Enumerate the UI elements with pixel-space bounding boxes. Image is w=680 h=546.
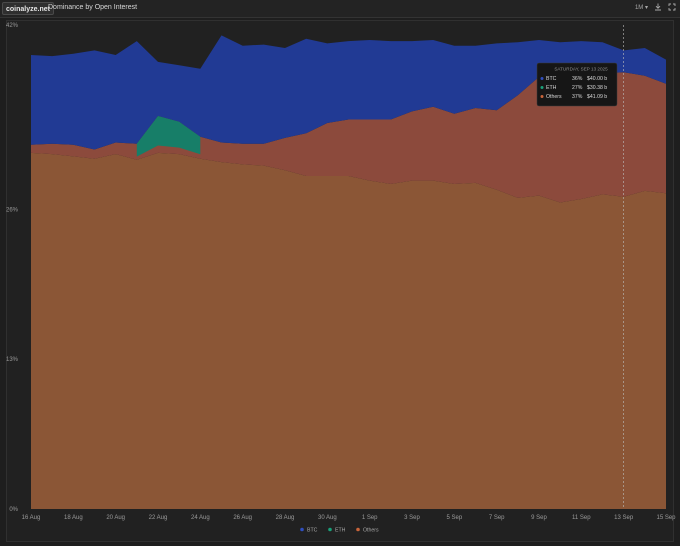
- site-logo[interactable]: coinalyze.net: [2, 2, 54, 15]
- tooltip-pct: 37%: [572, 94, 583, 100]
- chart-controls: 1M ▾: [635, 3, 676, 11]
- tooltip-series-name: ETH: [546, 85, 557, 91]
- range-label: 1M: [634, 4, 644, 11]
- chart-areas: [31, 35, 666, 509]
- x-tick-label: 18 Aug: [64, 515, 83, 521]
- area-eth-visible[interactable]: [136, 116, 201, 157]
- area-btc[interactable]: [31, 35, 666, 150]
- x-tick-label: 1 Sep: [362, 515, 378, 521]
- legend-dot: [356, 527, 360, 532]
- x-tick-label: 11 Sep: [572, 515, 591, 521]
- x-tick-label: 7 Sep: [489, 515, 505, 521]
- y-axis-ticks: 0% 13% 26% 42%: [6, 23, 19, 513]
- x-tick-label: 3 Sep: [404, 515, 420, 521]
- y-tick-label: 0%: [9, 507, 18, 513]
- tooltip-value: $41.09 b: [587, 94, 607, 100]
- legend[interactable]: BTC ETH Others: [300, 528, 379, 534]
- x-tick-label: 30 Aug: [318, 515, 337, 521]
- x-tick-label: 28 Aug: [276, 515, 295, 521]
- x-tick-label: 20 Aug: [106, 515, 125, 521]
- chevron-down-icon: ▾: [644, 4, 648, 11]
- legend-dot: [328, 527, 332, 532]
- tooltip-dot: [540, 86, 544, 89]
- tooltip: SATURDAY, SEP 13 2025 BTC 36% $40.00 b ETH 27…: [536, 62, 618, 107]
- tooltip-value: $30.38 b: [587, 85, 607, 91]
- tooltip-series-name: Others: [546, 94, 562, 100]
- tooltip-pct: 36%: [572, 76, 583, 82]
- tooltip-value: $40.00 b: [587, 76, 607, 82]
- area-others[interactable]: [31, 152, 666, 509]
- download-icon[interactable]: [654, 3, 662, 11]
- legend-item-eth[interactable]: ETH: [335, 528, 346, 534]
- y-tick-label: 42%: [6, 23, 19, 29]
- y-tick-label: 13%: [6, 357, 19, 363]
- x-tick-label: 16 Aug: [22, 515, 41, 521]
- legend-dot: [300, 527, 304, 532]
- legend-item-btc[interactable]: BTC: [307, 528, 318, 534]
- x-tick-label: 15 Sep: [656, 515, 676, 521]
- x-tick-label: 24 Aug: [191, 515, 210, 521]
- fullscreen-icon[interactable]: [668, 3, 676, 11]
- x-axis-ticks: 16 Aug 18 Aug 20 Aug 22 Aug 24 Aug 26 Aug 28 A…: [22, 515, 677, 521]
- tooltip-dot: [540, 95, 544, 98]
- x-tick-label: 9 Sep: [531, 515, 547, 521]
- tooltip-dot: [540, 77, 544, 80]
- area-eth[interactable]: [31, 72, 666, 203]
- x-tick-label: 22 Aug: [149, 515, 168, 521]
- tooltip-pct: 27%: [572, 85, 583, 91]
- chart-title: Dominance by Open Interest: [48, 4, 138, 11]
- x-tick-label: 13 Sep: [614, 515, 634, 521]
- tooltip-box: [536, 62, 618, 107]
- tooltip-series-name: BTC: [546, 76, 557, 82]
- legend-item-others[interactable]: Others: [363, 528, 379, 534]
- tooltip-date: SATURDAY, SEP 13 2025: [554, 67, 608, 72]
- top-bar: coinalyze.net Dominance by Open Interest…: [0, 0, 680, 18]
- x-tick-label: 5 Sep: [446, 515, 462, 521]
- y-tick-label: 26%: [6, 207, 19, 213]
- x-tick-label: 26 Aug: [233, 515, 252, 521]
- range-selector[interactable]: 1M ▾: [635, 4, 648, 11]
